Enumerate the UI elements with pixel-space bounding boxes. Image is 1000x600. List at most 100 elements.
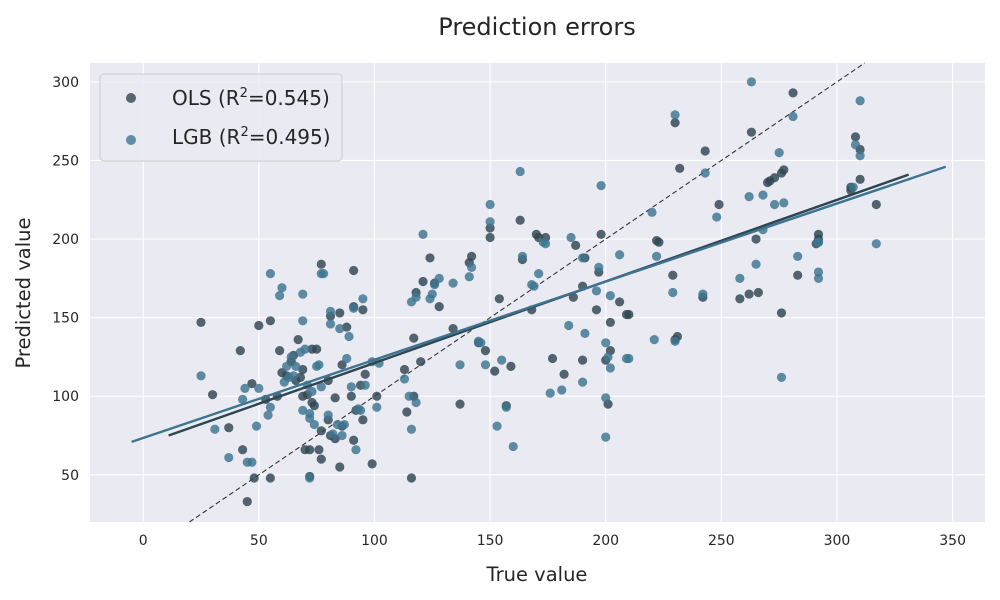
point-lgb (434, 273, 444, 283)
point-lgb (601, 432, 611, 442)
x-tick-label: 350 (939, 533, 966, 549)
point-ols (769, 173, 780, 183)
point-lgb (265, 402, 275, 412)
point-ols (349, 265, 359, 276)
point-ols (316, 426, 326, 436)
point-ols (238, 445, 248, 455)
point-ols (367, 459, 377, 469)
x-tick-labels: 0 50 100 150 200 250 300 350 (139, 533, 966, 549)
point-ols (577, 355, 588, 365)
point-ols (434, 302, 444, 312)
point-lgb (337, 430, 347, 441)
point-ols (753, 287, 763, 298)
x-tick-label: 100 (361, 533, 388, 549)
point-ols (265, 473, 275, 483)
point-lgb (314, 360, 324, 370)
point-ols (675, 163, 685, 173)
point-ols (309, 401, 319, 411)
point-lgb (355, 405, 366, 415)
point-ols (409, 333, 419, 343)
point-lgb (406, 424, 417, 434)
point-lgb (323, 410, 333, 420)
point-lgb (769, 199, 780, 210)
point-lgb (196, 371, 206, 381)
point-ols (614, 297, 625, 307)
point-ols (346, 391, 356, 401)
point-lgb (517, 251, 528, 261)
point-ols (591, 305, 602, 315)
point-lgb (813, 237, 824, 247)
point-ols (298, 364, 308, 375)
point-lgb (238, 394, 248, 404)
point-ols (714, 199, 724, 210)
point-lgb (603, 352, 613, 362)
point-lgb (813, 267, 824, 277)
point-lgb (594, 262, 604, 272)
point-lgb (774, 147, 784, 158)
legend-name-lgb: LGB (172, 125, 212, 149)
point-lgb (335, 324, 345, 334)
point-lgb (508, 441, 518, 452)
point-ols (605, 317, 615, 327)
point-lgb (534, 269, 544, 279)
point-lgb (788, 111, 798, 122)
point-ols (700, 146, 710, 156)
point-ols (254, 320, 264, 331)
point-lgb (540, 239, 551, 249)
point-lgb (298, 316, 308, 326)
legend-r2-lgb: 0.495 (265, 125, 322, 149)
point-lgb (735, 273, 745, 283)
point-lgb (670, 336, 680, 346)
point-lgb (485, 217, 495, 227)
y-tick-label: 250 (52, 153, 79, 169)
fit-line-lgb (131, 165, 947, 443)
point-lgb (476, 338, 486, 348)
point-lgb (515, 166, 525, 177)
point-ols (779, 165, 789, 175)
point-lgb (298, 405, 308, 415)
point-ols (485, 223, 495, 233)
point-ols (249, 473, 259, 483)
point-ols (735, 294, 745, 304)
point-lgb (339, 419, 349, 430)
x-tick-label: 250 (708, 533, 735, 549)
point-lgb (813, 273, 824, 283)
point-lgb (448, 278, 458, 288)
point-lgb (855, 96, 865, 106)
point-lgb (300, 344, 310, 354)
point-ols (793, 270, 803, 280)
point-lgb (210, 424, 220, 434)
point-lgb (577, 377, 588, 387)
point-lgb (275, 291, 285, 301)
point-ols (871, 199, 881, 210)
point-lgb (744, 192, 754, 202)
point-lgb (485, 199, 495, 210)
point-lgb (277, 283, 287, 293)
point-ols (596, 229, 606, 239)
point-ols (850, 132, 861, 142)
point-lgb (429, 280, 440, 290)
point-lgb (307, 386, 317, 397)
point-lgb (871, 239, 881, 249)
point-lgb (746, 77, 757, 87)
point-ols (559, 369, 569, 379)
y-tick-labels: 50 100 150 200 250 300 (52, 75, 79, 484)
point-lgb (325, 319, 336, 329)
point-ols (196, 317, 206, 327)
point-ols (402, 407, 412, 417)
point-lgb (580, 328, 590, 338)
point-lgb (240, 383, 250, 393)
point-lgb (850, 140, 861, 150)
y-tick-label: 150 (52, 311, 79, 327)
point-lgb (251, 421, 262, 431)
point-ols (744, 289, 754, 299)
point-ols (490, 366, 500, 376)
legend-entry-lgb: LGB (R2=0.495) (172, 125, 331, 149)
point-ols (349, 435, 359, 445)
point-lgb (497, 355, 507, 365)
point-lgb (344, 331, 354, 342)
point-ols (312, 344, 322, 354)
point-lgb (224, 452, 234, 463)
y-tick-label: 100 (52, 389, 79, 405)
point-lgb (265, 269, 275, 279)
